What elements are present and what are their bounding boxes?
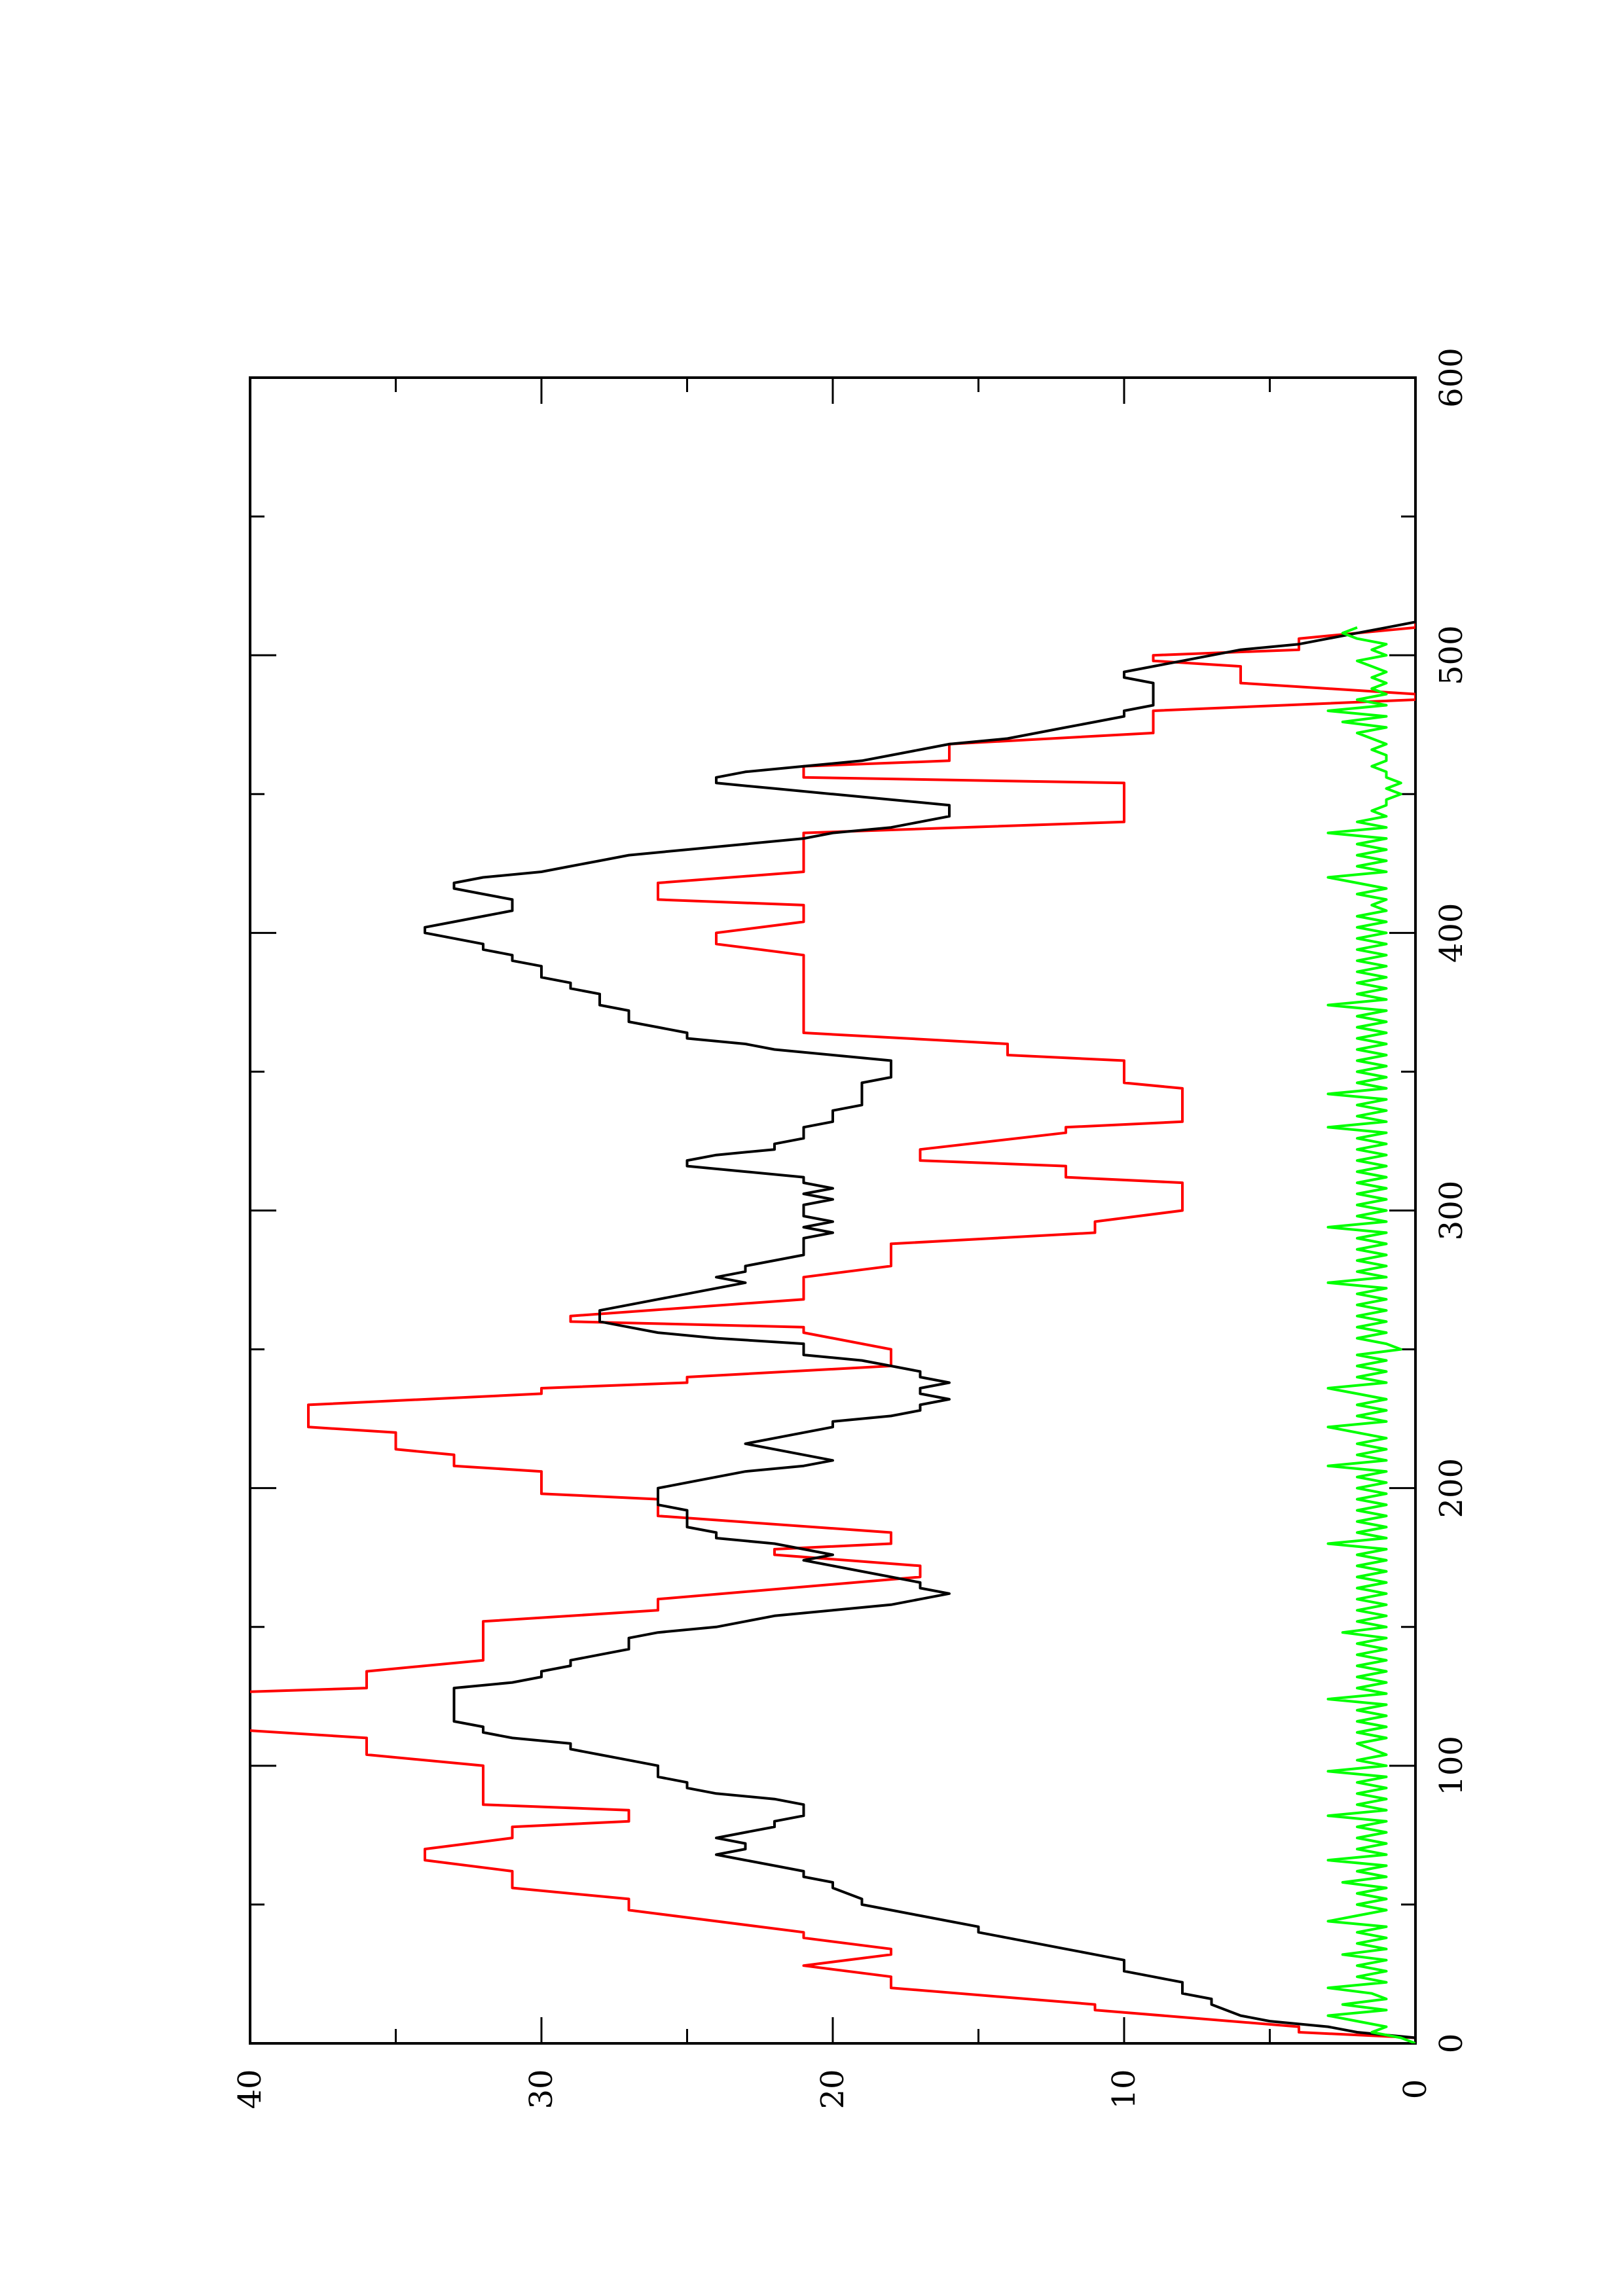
y-tick-label: 40 (232, 2069, 268, 2109)
tick-labels: 0 100 200 300 400 500 600 0 10 20 30 40 (232, 348, 1470, 2109)
x-tick-label: 200 (1433, 1458, 1470, 1518)
y-tick-label: 0 (1397, 2079, 1434, 2100)
axis-ticks (249, 376, 1417, 2045)
x-tick-label: 400 (1433, 903, 1470, 963)
x-tick-label: 0 (1433, 2034, 1470, 2054)
y-tick-label: 20 (814, 2069, 851, 2109)
x-tick-label: 600 (1433, 348, 1470, 408)
series-line-2 (424, 620, 1415, 2043)
x-tick-label: 300 (1433, 1181, 1470, 1241)
x-tick-label: 100 (1433, 1736, 1470, 1796)
plot-frame (249, 376, 1417, 2045)
y-tick-label: 10 (1106, 2069, 1142, 2109)
y-tick-label: 30 (523, 2069, 560, 2109)
series-line-1 (250, 622, 1415, 2043)
data-series (250, 620, 1415, 2043)
x-tick-label: 500 (1433, 625, 1470, 685)
series-line-3 (1326, 626, 1415, 2043)
